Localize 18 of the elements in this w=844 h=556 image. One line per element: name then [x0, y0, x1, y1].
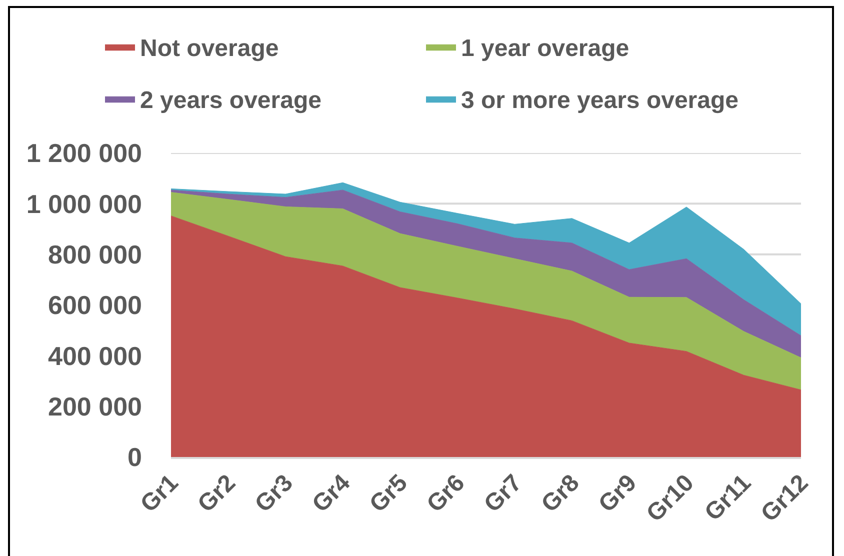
legend-label: 1 year overage — [461, 34, 630, 62]
legend-label: Not overage — [140, 34, 279, 62]
y-tick-label: 800 000 — [48, 239, 142, 270]
legend-label: 3 or more years overage — [461, 86, 738, 114]
x-tick-label: Gr8 — [536, 469, 585, 518]
x-tick-label: Gr4 — [307, 468, 356, 518]
y-tick-label: 400 000 — [48, 340, 142, 371]
legend-label: 2 years overage — [140, 86, 322, 114]
y-tick-label: 1 000 000 — [26, 188, 142, 219]
x-tick-label: Gr5 — [364, 469, 413, 518]
x-tick-label: Gr3 — [250, 469, 298, 518]
y-tick-label: 200 000 — [48, 391, 142, 422]
y-tick-label: 600 000 — [48, 290, 142, 320]
x-tick-label: Gr2 — [192, 469, 241, 518]
x-tick-label: Gr7 — [479, 469, 528, 518]
y-tick-label: 1 200 000 — [26, 138, 142, 168]
x-tick-label: Gr6 — [422, 469, 470, 518]
x-tick-label: Gr9 — [594, 469, 642, 518]
